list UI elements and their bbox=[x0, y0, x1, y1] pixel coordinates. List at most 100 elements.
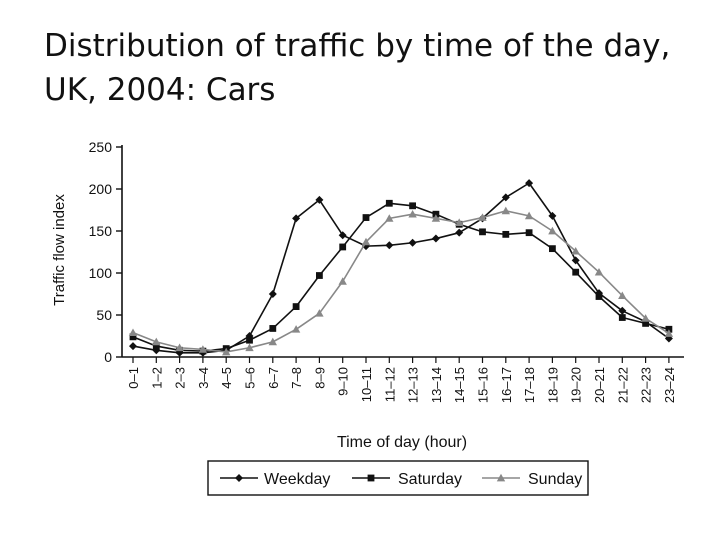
data-point-weekday bbox=[338, 231, 347, 240]
data-point-weekday bbox=[315, 195, 324, 204]
data-point-saturday bbox=[479, 228, 486, 236]
legend-item-weekday: Weekday bbox=[220, 471, 330, 488]
data-point-saturday bbox=[572, 268, 580, 276]
y-tick-label: 250 bbox=[89, 139, 113, 155]
data-point-weekday bbox=[408, 238, 417, 247]
x-axis-label: Time of day (hour) bbox=[337, 434, 467, 451]
data-point-weekday bbox=[525, 179, 534, 188]
data-point-sunday bbox=[361, 237, 371, 246]
data-point-saturday bbox=[152, 342, 160, 350]
data-point-weekday bbox=[618, 306, 627, 315]
data-point-sunday bbox=[501, 206, 510, 215]
axes: 0 50 100 150 200 250 0–1 1–2 2–3 3–4 4–5 5–6 6–7 7–8 8… bbox=[89, 139, 684, 403]
series-sunday bbox=[128, 206, 674, 356]
data-point-sunday bbox=[524, 211, 534, 220]
data-point-sunday bbox=[408, 210, 417, 218]
data-point-sunday bbox=[291, 325, 301, 333]
data-point-weekday bbox=[268, 290, 277, 298]
x-tick-label: 2–3 bbox=[173, 367, 188, 389]
data-point-sunday bbox=[385, 214, 394, 222]
data-point-weekday bbox=[292, 214, 301, 223]
x-tick-label: 6–7 bbox=[266, 367, 281, 389]
data-point-sunday bbox=[338, 277, 347, 285]
data-point-saturday bbox=[595, 293, 603, 300]
series-line-weekday bbox=[132, 182, 670, 354]
series-line-sunday bbox=[132, 210, 670, 353]
x-tick-label: 20–21 bbox=[592, 367, 607, 403]
x-tick-label: 14–15 bbox=[452, 367, 467, 403]
x-tick-label: 12–13 bbox=[406, 367, 421, 403]
slide-title: Distribution of traffic by time of the d… bbox=[44, 28, 671, 108]
x-tick-label: 17–18 bbox=[522, 367, 537, 403]
x-tick-label: 18–19 bbox=[545, 367, 560, 403]
x-tick-label: 4–5 bbox=[219, 367, 234, 389]
data-point-saturday bbox=[292, 303, 300, 310]
data-point-sunday bbox=[664, 329, 674, 337]
legend-marker-weekday bbox=[235, 474, 243, 482]
data-point-saturday bbox=[129, 333, 137, 341]
y-axis-label: Traffic flow index bbox=[51, 194, 68, 306]
data-point-saturday bbox=[409, 202, 416, 210]
legend-label-weekday: Weekday bbox=[264, 471, 330, 488]
data-point-saturday bbox=[385, 199, 393, 207]
x-tick-label: 0–1 bbox=[126, 367, 141, 389]
x-tick-label: 15–16 bbox=[476, 367, 491, 403]
x-tick-label: 3–4 bbox=[196, 367, 211, 389]
x-tick-label: 1–2 bbox=[149, 367, 164, 389]
data-point-weekday bbox=[431, 234, 440, 243]
x-tick-label: 7–8 bbox=[289, 367, 304, 389]
legend-marker-sunday bbox=[496, 473, 506, 482]
data-point-weekday bbox=[455, 228, 464, 237]
data-point-weekday bbox=[571, 256, 580, 265]
x-tick-label: 8–9 bbox=[312, 367, 327, 389]
data-point-sunday bbox=[618, 291, 627, 300]
data-point-saturday bbox=[362, 214, 370, 221]
series-line-saturday bbox=[132, 202, 670, 352]
x-tick-label: 5–6 bbox=[243, 367, 258, 389]
legend-item-saturday: Saturday bbox=[352, 471, 462, 488]
data-point-sunday bbox=[245, 343, 254, 352]
x-tick-label: 10–11 bbox=[359, 367, 374, 402]
data-point-saturday bbox=[618, 314, 626, 321]
legend: Weekday Saturday Sunday bbox=[207, 460, 589, 496]
x-tick-label: 11–12 bbox=[382, 367, 397, 402]
data-point-sunday bbox=[478, 213, 487, 221]
data-point-saturday bbox=[525, 229, 533, 237]
data-point-sunday bbox=[175, 343, 184, 352]
x-tick-label: 21–22 bbox=[615, 367, 630, 403]
x-tick-label: 16–17 bbox=[499, 367, 514, 403]
data-point-weekday bbox=[129, 342, 137, 351]
data-point-sunday bbox=[455, 218, 464, 226]
x-tick-label: 22–23 bbox=[639, 367, 654, 403]
data-point-sunday bbox=[222, 347, 231, 356]
y-tick-label: 150 bbox=[89, 223, 113, 239]
data-point-sunday bbox=[315, 309, 324, 317]
x-tick-label: 9–10 bbox=[336, 367, 351, 396]
data-point-saturday bbox=[642, 320, 649, 327]
series-weekday bbox=[129, 179, 673, 357]
data-point-weekday bbox=[385, 241, 394, 250]
legend-marker-saturday bbox=[367, 474, 375, 482]
y-tick-label: 100 bbox=[89, 265, 113, 281]
data-point-sunday bbox=[198, 345, 208, 353]
series-saturday bbox=[129, 199, 673, 355]
data-point-saturday bbox=[316, 272, 323, 279]
data-point-sunday bbox=[128, 328, 138, 336]
y-tick-label: 200 bbox=[89, 181, 113, 197]
y-tick-label: 0 bbox=[104, 349, 112, 365]
data-point-sunday bbox=[594, 267, 604, 276]
x-tick-label: 19–20 bbox=[569, 367, 584, 403]
data-point-saturday bbox=[246, 336, 253, 344]
series-layer bbox=[128, 179, 674, 357]
data-point-sunday bbox=[431, 214, 441, 222]
data-point-saturday bbox=[339, 243, 347, 251]
data-point-saturday bbox=[549, 245, 556, 253]
data-point-sunday bbox=[268, 337, 277, 346]
legend-label-sunday: Sunday bbox=[528, 471, 582, 488]
x-tick-label: 23–24 bbox=[662, 367, 677, 403]
data-point-sunday bbox=[641, 314, 650, 322]
data-point-weekday bbox=[548, 211, 557, 220]
y-tick-label: 50 bbox=[96, 307, 112, 323]
